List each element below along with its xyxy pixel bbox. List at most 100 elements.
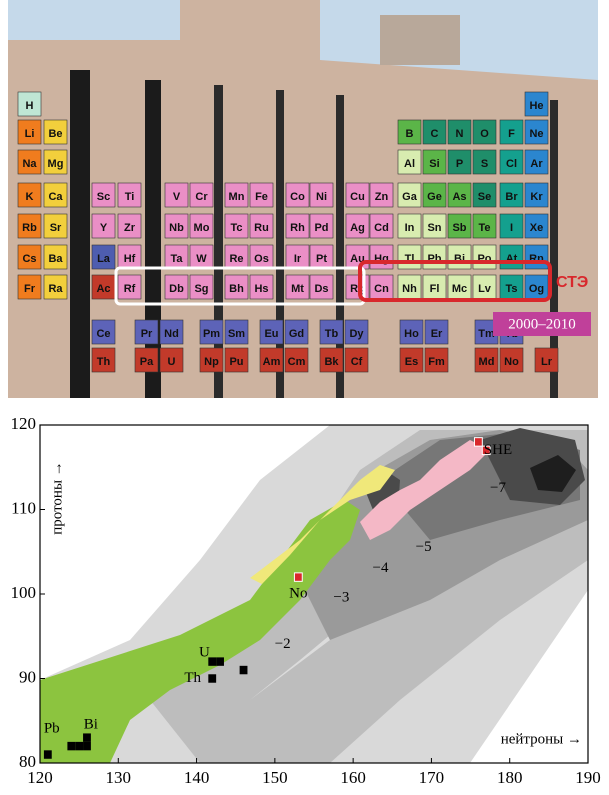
element-symbol: Re — [229, 253, 243, 265]
element-symbol: Cf — [351, 356, 363, 368]
element-symbol: F — [508, 128, 515, 140]
element-symbol: Sr — [50, 222, 62, 234]
element-symbol: Br — [505, 191, 518, 203]
element-symbol: I — [510, 222, 513, 234]
element-symbol: Sn — [427, 222, 441, 234]
element-symbol: In — [405, 222, 415, 234]
element-symbol: Pu — [229, 356, 243, 368]
y-tick-label: 90 — [19, 667, 36, 686]
she-nuclide — [474, 438, 482, 446]
annotation: −7 — [490, 480, 506, 496]
x-tick-label: 140 — [184, 768, 210, 787]
element-symbol: Tc — [230, 222, 242, 234]
annotation: −3 — [333, 590, 349, 606]
element-symbol: V — [173, 191, 181, 203]
element-symbol: Cs — [22, 253, 36, 265]
x-tick-label: 130 — [106, 768, 132, 787]
element-symbol: Xe — [530, 222, 543, 234]
element-symbol: Nb — [169, 222, 184, 234]
element-symbol: C — [431, 128, 439, 140]
y-tick-label: 80 — [19, 752, 36, 771]
element-symbol: Cn — [374, 283, 389, 295]
element-symbol: Sc — [97, 191, 110, 203]
element-symbol: Es — [405, 356, 418, 368]
element-symbol: Gd — [289, 328, 304, 340]
element-symbol: Ru — [254, 222, 269, 234]
element-symbol: Sb — [452, 222, 466, 234]
element-symbol: Al — [404, 158, 415, 170]
element-symbol: Ca — [48, 191, 63, 203]
element-symbol: Si — [429, 158, 439, 170]
element-symbol: Hf — [124, 253, 136, 265]
y-tick-label: 100 — [11, 583, 37, 602]
element-symbol: Y — [100, 222, 108, 234]
element-symbol: Ti — [125, 191, 135, 203]
annotation: SHE — [484, 442, 512, 458]
y-tick-label: 110 — [11, 498, 36, 517]
element-symbol: Ac — [96, 283, 110, 295]
element-symbol: Tb — [325, 328, 339, 340]
element-symbol: Ga — [402, 191, 418, 203]
element-symbol: Am — [263, 356, 281, 368]
element-symbol: Ds — [314, 283, 328, 295]
element-symbol: Os — [254, 253, 269, 265]
element-symbol: Pd — [314, 222, 328, 234]
element-symbol: Lv — [478, 283, 492, 295]
element-symbol: Th — [97, 356, 111, 368]
annotation: −2 — [275, 636, 291, 652]
stable-nuclide — [44, 750, 52, 758]
stable-nuclide — [240, 666, 248, 674]
element-symbol: Sg — [194, 283, 208, 295]
element-symbol: No — [504, 356, 519, 368]
element-symbol: Dy — [349, 328, 364, 340]
element-symbol: Ne — [529, 128, 543, 140]
element-symbol: Cr — [195, 191, 208, 203]
element-symbol: Ar — [530, 158, 543, 170]
element-symbol: K — [26, 191, 34, 203]
annotation: −5 — [416, 539, 432, 555]
period-label: 2000–2010 — [508, 316, 576, 332]
element-symbol: Tm — [478, 328, 495, 340]
element-symbol: Mc — [452, 283, 467, 295]
element-symbol: As — [452, 191, 466, 203]
element-symbol: O — [480, 128, 489, 140]
y-tick-label: 120 — [11, 414, 37, 433]
element-symbol: Ge — [427, 191, 442, 203]
annotation: No — [289, 585, 307, 601]
element-symbol: U — [168, 356, 176, 368]
element-symbol: Mt — [291, 283, 304, 295]
element-symbol: N — [456, 128, 464, 140]
she-label: СТЭ — [556, 274, 588, 291]
element-symbol: Nd — [164, 328, 179, 340]
element-symbol: Lr — [541, 356, 553, 368]
page: HHeLiBeBCNOFNeNaMgAlSiPSClArKCaScTiVCrMn… — [0, 0, 609, 795]
stable-nuclide — [216, 657, 224, 665]
element-symbol: Na — [22, 158, 37, 170]
element-symbol: Md — [479, 356, 495, 368]
element-symbol: Zn — [375, 191, 389, 203]
element-symbol: Np — [204, 356, 219, 368]
element-symbol: Kr — [530, 191, 543, 203]
element-symbol: Pr — [141, 328, 153, 340]
element-symbol: Se — [478, 191, 491, 203]
element-symbol: Ni — [316, 191, 327, 203]
element-symbol: He — [529, 100, 543, 112]
stable-nuclide — [83, 733, 91, 741]
annotation: Bi — [84, 716, 98, 732]
element-symbol: W — [196, 253, 207, 265]
element-symbol: Be — [48, 128, 62, 140]
element-symbol: Cl — [506, 158, 517, 170]
element-symbol: Eu — [264, 328, 278, 340]
annotation: −4 — [373, 560, 389, 576]
element-symbol: Hs — [254, 283, 268, 295]
x-axis-label: нейтроны → — [501, 731, 582, 747]
element-symbol: Db — [169, 283, 184, 295]
plot-area — [40, 425, 588, 763]
element-symbol: Rh — [290, 222, 305, 234]
annotation: Pb — [44, 721, 60, 737]
element-symbol: Cu — [350, 191, 365, 203]
element-symbol: Ho — [404, 328, 419, 340]
element-symbol: Fr — [24, 283, 36, 295]
roof-structure — [380, 15, 460, 65]
element-symbol: Cm — [288, 356, 306, 368]
